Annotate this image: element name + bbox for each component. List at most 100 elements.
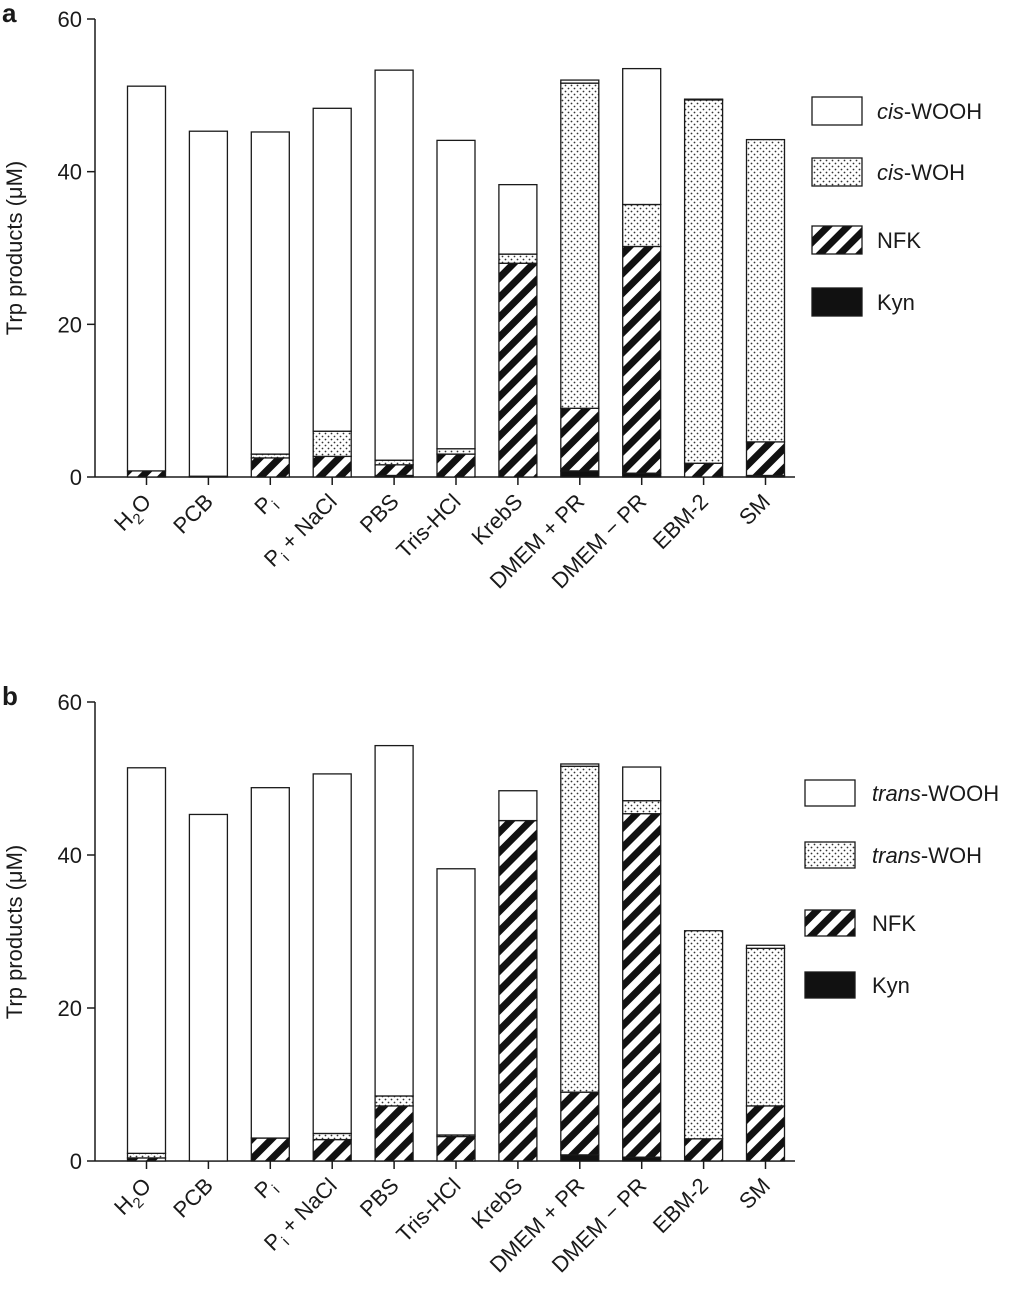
y-tick-label: 60 xyxy=(58,690,82,715)
x-tick-label: SM xyxy=(734,1173,775,1214)
bar-segment-nfk xyxy=(312,455,352,478)
bar-segment-trans-woh xyxy=(622,800,662,815)
x-tick-label: H2O xyxy=(109,489,159,539)
legend: Kyn NFK trans-WOH trans-WOOH xyxy=(804,779,999,999)
y-tick-label: 40 xyxy=(58,160,82,185)
bar-segment-cis-wooh xyxy=(250,131,290,455)
bar-segment-kyn xyxy=(560,470,600,478)
x-tick-label: EBM-2 xyxy=(648,489,713,554)
bar-segment-trans-wooh xyxy=(374,744,414,1097)
legend-swatch xyxy=(811,225,863,255)
y-tick-label: 20 xyxy=(58,312,82,337)
bar-segment-trans-woh xyxy=(312,1132,352,1141)
bar-segment-trans-woh xyxy=(374,1095,414,1107)
x-tick-label: SM xyxy=(734,489,775,530)
bar-segment-cis-wooh xyxy=(436,139,476,450)
y-tick-label: 0 xyxy=(70,465,82,490)
bar-segment-trans-wooh xyxy=(126,767,167,1154)
x-tick-label: PCB xyxy=(168,489,218,539)
bar-segment-nfk xyxy=(560,1091,600,1156)
bar-segment-trans-wooh xyxy=(436,868,476,1136)
bar-segment-nfk xyxy=(436,1135,476,1162)
legend-label: Kyn xyxy=(872,973,910,998)
bar-segment-nfk xyxy=(126,470,167,478)
bar-segment-trans-woh xyxy=(560,765,600,1093)
bars xyxy=(126,67,786,478)
bar-segment-nfk xyxy=(622,813,662,1158)
x-tick-label: Tris-HCl xyxy=(391,1173,465,1247)
bar-segment-nfk xyxy=(498,819,538,1162)
bar-segment-nfk xyxy=(498,262,538,478)
y-tick-label: 60 xyxy=(58,7,82,32)
bar-segment-nfk xyxy=(250,457,290,478)
legend-label: NFK xyxy=(872,911,916,936)
bar-segment-nfk xyxy=(374,464,414,477)
y-axis-label: Trp products (μM) xyxy=(2,161,27,335)
legend-swatch xyxy=(804,779,856,807)
bar-segment-trans-woh xyxy=(683,930,724,1140)
bar-segment-cis-woh xyxy=(374,459,414,466)
bar-segment-nfk xyxy=(374,1105,414,1162)
bar-segment-trans-woh xyxy=(126,1152,167,1159)
x-tick-label: Pi xyxy=(249,1173,283,1207)
x-tick-label: Tris-HCl xyxy=(391,489,465,563)
bar-segment-cis-woh xyxy=(622,203,662,248)
bar-segment-trans-wooh xyxy=(250,787,290,1139)
bar-segment-cis-woh xyxy=(312,430,352,458)
legend-label: trans-WOH xyxy=(872,843,982,868)
y-tick-label: 20 xyxy=(58,996,82,1021)
legend-swatch xyxy=(804,909,856,937)
x-tick-label: PCB xyxy=(168,1173,218,1223)
bar-segment-nfk xyxy=(436,453,476,478)
bar-segment-nfk xyxy=(745,441,786,477)
bar-segment-trans-wooh xyxy=(560,763,600,767)
legend-swatch xyxy=(804,841,856,869)
bar-segment-cis-wooh xyxy=(374,69,414,461)
legend-label: trans-WOOH xyxy=(872,781,999,806)
bar-segment-trans-wooh xyxy=(312,773,352,1135)
x-tick-label: PBS xyxy=(355,1173,404,1222)
bar-segment-nfk xyxy=(683,462,724,478)
x-tick-label: H2O xyxy=(109,1173,159,1223)
bar-segment-trans-wooh xyxy=(188,813,229,1162)
legend-swatch xyxy=(811,157,863,187)
bar-segment-cis-wooh xyxy=(622,67,662,206)
bar-segment-cis-wooh xyxy=(312,107,352,432)
x-tick-label: Pi xyxy=(249,489,283,523)
bar-segment-trans-wooh xyxy=(745,944,786,949)
legend-label: Kyn xyxy=(877,290,915,315)
bar-segment-cis-woh xyxy=(498,253,538,264)
panel-label: b xyxy=(2,681,18,711)
bar-segment-cis-wooh xyxy=(683,98,724,101)
bar-segment-nfk xyxy=(622,245,662,474)
bar-segment-nfk xyxy=(560,407,600,472)
legend-label: NFK xyxy=(877,228,921,253)
bar-segment-cis-wooh xyxy=(498,183,538,255)
x-tick-label: EBM-2 xyxy=(648,1173,713,1238)
y-tick-label: 40 xyxy=(58,843,82,868)
legend: Kyn NFK cis-WOH cis-WOOH xyxy=(811,96,982,317)
bar-segment-cis-woh xyxy=(560,82,600,409)
bar-segment-nfk xyxy=(312,1138,352,1162)
legend-swatch xyxy=(811,96,863,126)
bar-segment-trans-wooh xyxy=(498,790,538,822)
bar-segment-trans-wooh xyxy=(622,766,662,802)
x-tick-label: KrebS xyxy=(467,489,528,550)
bar-segment-cis-woh xyxy=(436,448,476,455)
bar-segment-nfk xyxy=(250,1137,290,1162)
bar-segment-nfk xyxy=(683,1138,724,1162)
bar-segment-trans-woh xyxy=(745,947,786,1107)
x-tick-label: PBS xyxy=(355,489,404,538)
bar-segment-cis-wooh xyxy=(560,79,600,84)
bar-segment-cis-woh xyxy=(683,99,724,464)
legend-label: cis-WOOH xyxy=(877,99,982,124)
legend-label: cis-WOH xyxy=(877,160,965,185)
legend-swatch xyxy=(811,287,863,317)
bars xyxy=(126,744,786,1162)
bar-segment-cis-woh xyxy=(745,138,786,443)
